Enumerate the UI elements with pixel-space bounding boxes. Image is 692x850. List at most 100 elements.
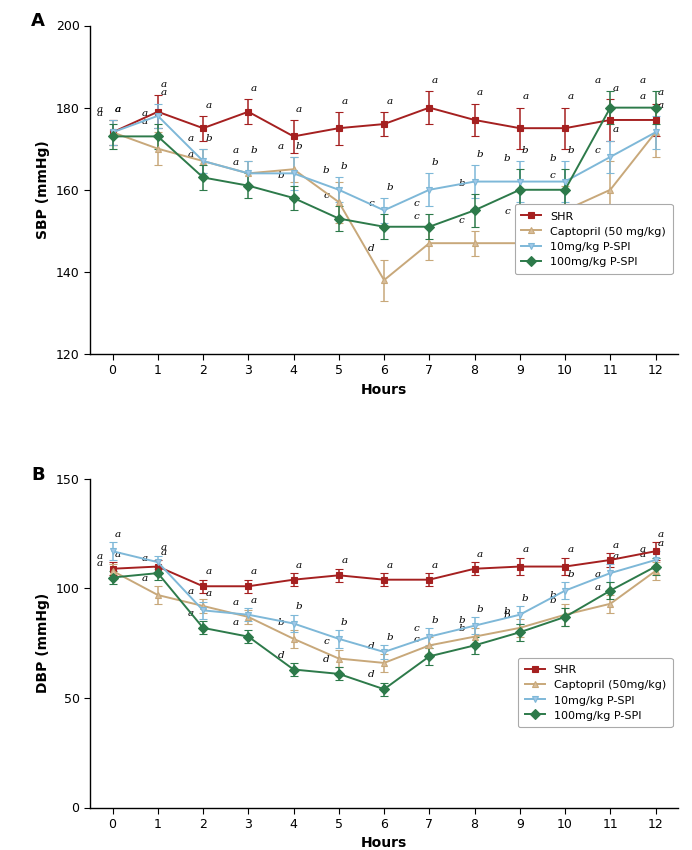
Text: a: a — [640, 93, 646, 101]
Text: b: b — [477, 150, 483, 159]
Text: a: a — [251, 84, 257, 94]
Text: c: c — [414, 199, 419, 208]
Text: a: a — [277, 142, 284, 150]
Text: c: c — [549, 171, 555, 179]
Text: a: a — [188, 587, 194, 596]
Text: c: c — [414, 625, 419, 633]
Text: a: a — [233, 598, 239, 607]
Text: b: b — [459, 625, 465, 633]
Text: b: b — [567, 146, 574, 155]
Legend: SHR, Captopril (50mg/kg), 10mg/kg P-SPI, 100mg/kg P-SPI: SHR, Captopril (50mg/kg), 10mg/kg P-SPI,… — [518, 658, 673, 728]
Text: a: a — [341, 97, 347, 105]
Text: a: a — [658, 539, 664, 548]
Text: b: b — [549, 596, 556, 605]
Text: a: a — [160, 80, 166, 89]
Text: a: a — [188, 133, 194, 143]
Text: a: a — [612, 541, 619, 550]
Text: c: c — [594, 146, 601, 155]
Text: c: c — [459, 216, 465, 224]
Text: a: a — [188, 609, 194, 618]
Text: a: a — [658, 88, 664, 98]
Text: a: a — [233, 158, 239, 167]
Text: c: c — [369, 199, 374, 208]
Text: a: a — [296, 105, 302, 114]
Text: b: b — [567, 570, 574, 579]
Text: a: a — [612, 84, 619, 94]
Text: a: a — [206, 100, 212, 110]
Text: d: d — [368, 245, 374, 253]
Text: b: b — [549, 592, 556, 600]
Text: d: d — [368, 642, 374, 651]
Text: b: b — [504, 607, 511, 616]
Text: a: a — [594, 583, 601, 592]
Text: a: a — [251, 568, 257, 576]
Text: a: a — [115, 550, 121, 559]
Text: a: a — [115, 105, 121, 114]
Text: b: b — [386, 183, 393, 192]
Text: b: b — [459, 615, 465, 625]
Text: c: c — [414, 212, 419, 221]
Text: a: a — [206, 568, 212, 576]
Text: a: a — [432, 76, 438, 85]
Text: b: b — [251, 146, 257, 155]
Text: b: b — [295, 603, 302, 611]
Text: c: c — [414, 635, 419, 644]
Text: c: c — [504, 207, 510, 217]
Legend: SHR, Captopril (50 mg/kg), 10mg/kg P-SPI, 100mg/kg P-SPI: SHR, Captopril (50 mg/kg), 10mg/kg P-SPI… — [515, 204, 673, 274]
X-axis label: Hours: Hours — [361, 836, 407, 850]
Text: a: a — [522, 546, 528, 554]
Text: a: a — [296, 561, 302, 570]
Text: a: a — [612, 125, 619, 134]
Text: d: d — [323, 655, 329, 664]
Text: a: a — [160, 543, 166, 552]
Text: b: b — [459, 178, 465, 188]
Text: c: c — [323, 191, 329, 200]
Text: a: a — [594, 76, 601, 85]
Text: a: a — [233, 618, 239, 626]
Text: a: a — [567, 93, 574, 101]
Text: B: B — [31, 466, 45, 484]
Text: b: b — [341, 618, 347, 626]
Text: a: a — [142, 117, 148, 126]
Text: a: a — [142, 109, 148, 118]
Text: a: a — [640, 550, 646, 559]
Text: d: d — [277, 650, 284, 660]
Text: a: a — [612, 552, 619, 561]
Text: b: b — [323, 167, 329, 175]
Text: A: A — [31, 13, 45, 31]
Text: a: a — [206, 589, 212, 598]
Text: b: b — [431, 158, 438, 167]
Text: b: b — [504, 611, 511, 620]
Text: a: a — [567, 546, 574, 554]
Text: c: c — [323, 638, 329, 647]
Text: b: b — [522, 146, 529, 155]
Text: a: a — [594, 570, 601, 579]
Text: b: b — [431, 615, 438, 625]
Text: a: a — [188, 150, 194, 159]
Text: b: b — [277, 618, 284, 626]
Text: b: b — [386, 633, 393, 642]
Text: a: a — [233, 146, 239, 155]
Text: a: a — [658, 100, 664, 110]
Text: b: b — [277, 171, 284, 179]
Text: a: a — [477, 550, 483, 559]
Text: b: b — [206, 133, 212, 143]
Text: a: a — [142, 554, 148, 564]
Text: a: a — [386, 97, 392, 105]
Y-axis label: SBP (mmHg): SBP (mmHg) — [36, 140, 50, 239]
Text: a: a — [97, 558, 103, 568]
Text: a: a — [658, 530, 664, 539]
Text: a: a — [160, 547, 166, 557]
Text: b: b — [549, 154, 556, 163]
Text: a: a — [522, 93, 528, 101]
Text: b: b — [477, 604, 483, 614]
Text: a: a — [640, 546, 646, 554]
Text: a: a — [160, 88, 166, 98]
Text: a: a — [477, 88, 483, 98]
Text: a: a — [97, 109, 103, 118]
Text: a: a — [97, 105, 103, 114]
X-axis label: Hours: Hours — [361, 383, 407, 397]
Text: a: a — [640, 76, 646, 85]
Text: b: b — [295, 142, 302, 150]
Y-axis label: DBP (mmHg): DBP (mmHg) — [36, 593, 50, 694]
